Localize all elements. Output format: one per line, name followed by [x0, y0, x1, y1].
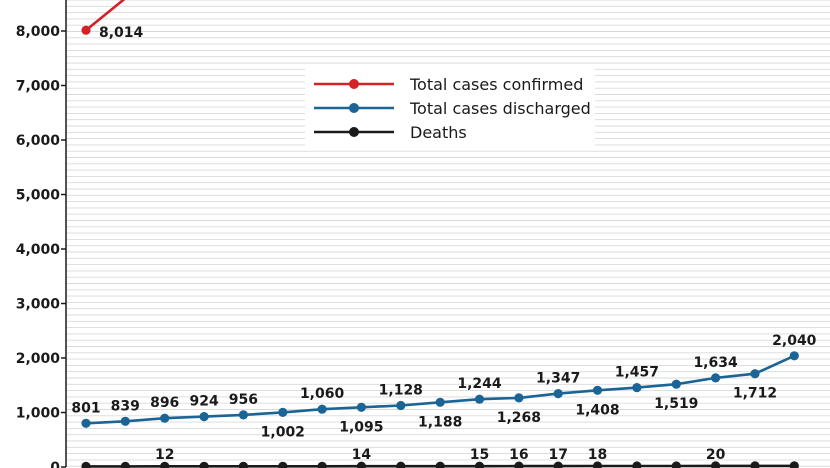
y-tick-label: 2,000 — [16, 351, 61, 367]
data-label-discharged: 1,060 — [300, 386, 345, 402]
point-discharged — [514, 393, 524, 403]
data-label-discharged: 1,408 — [575, 402, 619, 418]
data-label-discharged: 1,519 — [654, 396, 698, 412]
point-discharged — [435, 397, 445, 407]
point-deaths — [671, 461, 681, 468]
point-discharged — [278, 407, 288, 417]
point-discharged — [474, 394, 485, 404]
point-discharged — [711, 373, 721, 383]
data-label-deaths: 16 — [509, 447, 528, 463]
y-axis: 0 1,000 2,000 3,000 4,000 5,000 6,000 7,000 8,00… — [16, 0, 67, 468]
data-label-discharged: 1,457 — [615, 365, 659, 381]
data-label-deaths: 20 — [706, 447, 726, 463]
legend-label-discharged: Total cases discharged — [409, 99, 591, 118]
point-discharged — [120, 416, 130, 426]
point-deaths — [120, 461, 130, 468]
point-deaths — [435, 461, 445, 468]
point-deaths — [317, 461, 327, 468]
point-deaths — [632, 461, 642, 468]
point-deaths — [514, 461, 524, 468]
point-deaths — [81, 461, 91, 468]
point-deaths — [278, 461, 288, 468]
data-label-deaths: 14 — [352, 447, 372, 463]
legend-marker-deaths — [349, 127, 359, 137]
point-discharged — [356, 402, 366, 412]
point-deaths — [789, 461, 799, 468]
point-deaths — [160, 461, 170, 468]
point-discharged — [160, 413, 170, 423]
legend: Total cases confirmed Total cases dischar… — [305, 68, 595, 150]
legend-marker-discharged — [349, 103, 359, 113]
point-deaths — [474, 461, 485, 468]
point-discharged — [317, 404, 327, 414]
point-deaths — [553, 461, 563, 468]
data-label-discharged: 1,268 — [497, 410, 541, 426]
point-deaths — [750, 461, 760, 468]
y-tick-label: 6,000 — [16, 133, 61, 149]
y-tick-label: 5,000 — [16, 188, 61, 204]
y-tick-label: 3,000 — [16, 297, 61, 313]
y-tick-label: 8,000 — [16, 24, 61, 40]
point-deaths — [396, 461, 406, 468]
data-label-discharged: 1,712 — [733, 386, 777, 402]
y-tick-label: 1,000 — [16, 406, 61, 422]
series-line-discharged — [85, 354, 795, 425]
data-label-discharged: 1,188 — [418, 414, 462, 430]
y-tick-label: 0 — [50, 460, 60, 468]
data-label-discharged: 1,128 — [379, 383, 423, 399]
point-confirmed — [81, 25, 91, 35]
point-deaths — [592, 461, 603, 468]
data-label-confirmed: 8,014 — [99, 25, 144, 41]
point-discharged — [199, 412, 209, 422]
data-label-discharged: 2,040 — [772, 333, 817, 349]
data-label-discharged: 956 — [229, 392, 258, 408]
data-label-discharged: 1,244 — [457, 376, 502, 392]
point-discharged — [81, 418, 91, 428]
data-label-deaths: 17 — [548, 447, 567, 463]
series-line-confirmed — [85, 0, 126, 32]
data-label-discharged: 924 — [189, 394, 218, 410]
data-label-deaths: 12 — [155, 447, 174, 463]
data-label-discharged: 1,095 — [339, 419, 383, 435]
data-label-discharged: 1,634 — [693, 355, 738, 371]
series-lines — [81, 0, 799, 468]
point-discharged — [592, 385, 603, 395]
point-discharged — [750, 369, 760, 379]
legend-label-confirmed: Total cases confirmed — [409, 75, 583, 94]
point-discharged — [671, 379, 681, 389]
point-deaths — [238, 461, 248, 468]
data-label-deaths: 15 — [470, 447, 489, 463]
data-label-discharged: 839 — [111, 398, 140, 414]
data-label-discharged: 896 — [150, 395, 179, 411]
point-discharged — [789, 351, 799, 361]
y-tick-label: 4,000 — [16, 242, 61, 258]
point-discharged — [238, 410, 248, 420]
data-label-discharged: 801 — [71, 400, 100, 416]
legend-label-deaths: Deaths — [410, 123, 467, 142]
point-deaths — [711, 461, 721, 468]
data-label-deaths: 18 — [588, 447, 607, 463]
point-discharged — [396, 400, 406, 411]
data-label-discharged: 1,002 — [261, 424, 305, 440]
point-deaths — [356, 461, 366, 468]
point-discharged — [632, 383, 642, 393]
point-discharged — [553, 389, 563, 399]
point-deaths — [199, 461, 209, 468]
data-label-discharged: 1,347 — [536, 371, 580, 387]
legend-marker-confirmed — [349, 79, 359, 89]
y-tick-label: 7,000 — [16, 79, 61, 95]
